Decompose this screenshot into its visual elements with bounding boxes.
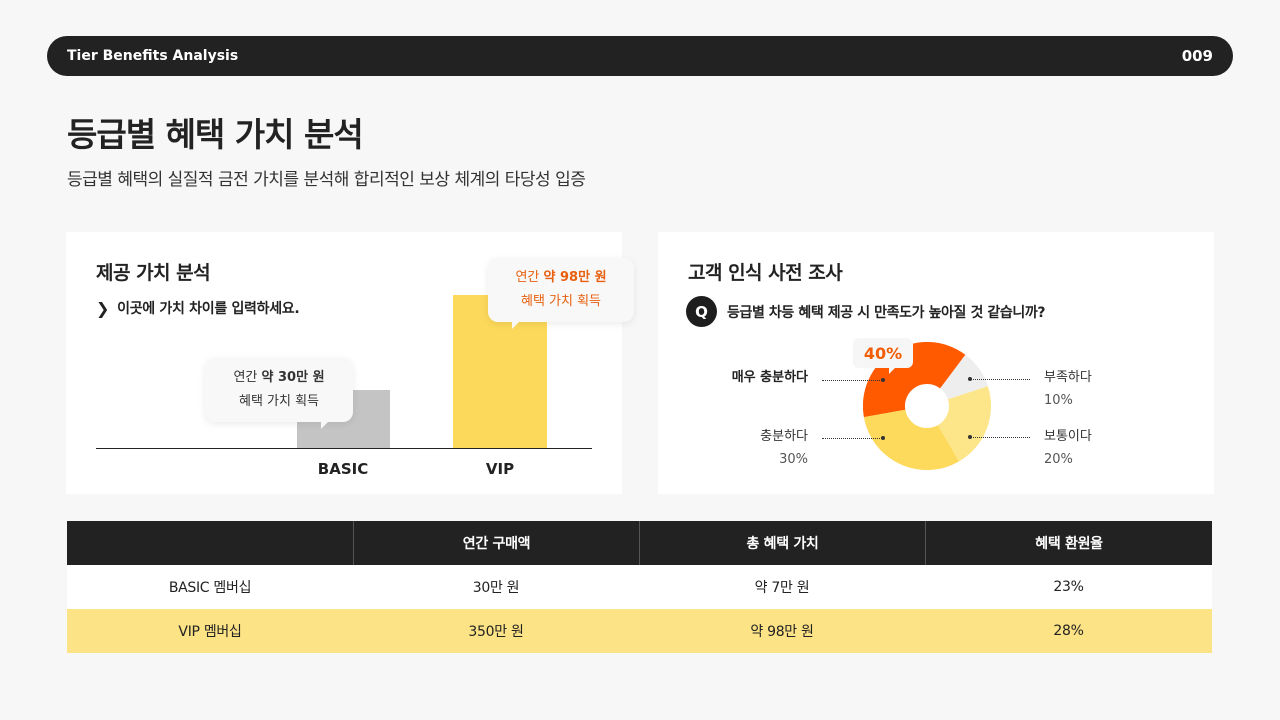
legend-pct: 20% xyxy=(1044,452,1073,467)
leader-dot xyxy=(968,435,972,439)
table-cell: BASIC 멤버십 xyxy=(168,580,252,596)
legend-label: 부족하다 xyxy=(1044,370,1092,385)
legend-label: 매우 충분하다 xyxy=(731,370,808,385)
header-title: Tier Benefits Analysis xyxy=(67,48,239,64)
table-cell: 23% xyxy=(1053,579,1084,595)
leader-line xyxy=(822,438,884,439)
legend-very-sufficient: 매우 충분하다 xyxy=(708,366,808,389)
x-axis xyxy=(96,448,592,449)
table-row: BASIC 멤버십 30만 원 약 7만 원 23% xyxy=(67,565,1212,609)
leader-line xyxy=(970,437,1030,438)
x-label-vip: VIP xyxy=(485,460,515,478)
callout-vip: 연간 약 98만 원 혜택 가치 획득 xyxy=(488,258,634,329)
value-analysis-card: 제공 가치 분석 ❯ 이곳에 가치 차이를 입력하세요. BASIC VIP 연… xyxy=(66,232,634,494)
page-number: 009 xyxy=(1181,47,1213,65)
benefit-table: 연간 구매액 총 혜택 가치 혜택 환원율 BASIC 멤버십 30만 원 약 … xyxy=(67,521,1212,653)
header-cell: 혜택 환원율 xyxy=(925,521,1212,565)
q-badge-icon: Q xyxy=(686,296,717,327)
table-cell: 28% xyxy=(1053,623,1084,639)
chevron-right-icon: ❯ xyxy=(96,298,110,318)
table-cell: 약 98만 원 xyxy=(750,624,814,640)
table-cell: 350만 원 xyxy=(468,624,524,640)
leader-dot xyxy=(881,378,885,382)
question-text: 등급별 차등 혜택 제공 시 만족도가 높아질 것 같습니까? xyxy=(727,304,1046,321)
callout-prefix: 연간 xyxy=(233,370,262,385)
card-title: 제공 가치 분석 xyxy=(96,262,211,284)
header-cell: 연간 구매액 xyxy=(353,521,639,565)
highlight-percent: 40% xyxy=(853,338,913,374)
legend-sufficient: 충분하다 30% xyxy=(708,425,808,471)
callout-line2: 혜택 가치 획득 xyxy=(238,394,320,409)
page-subtitle: 등급별 혜택의 실질적 금전 가치를 분석해 합리적인 보상 체계의 타당성 입… xyxy=(67,170,586,190)
segment-insufficient xyxy=(940,354,988,400)
legend-label: 충분하다 xyxy=(760,429,808,444)
page-title: 등급별 혜택 가치 분석 xyxy=(67,115,364,154)
callout-prefix: 연간 xyxy=(515,270,544,285)
legend-pct: 10% xyxy=(1044,393,1073,408)
hint-label: 이곳에 가치 차이를 입력하세요. xyxy=(117,301,300,317)
question-row: Q 등급별 차등 혜택 제공 시 만족도가 높아질 것 같습니까? xyxy=(686,296,1045,327)
table-header-row: 연간 구매액 총 혜택 가치 혜택 환원율 xyxy=(67,521,1212,565)
legend-normal: 보통이다 20% xyxy=(1044,425,1092,471)
card-title: 고객 인식 사전 조사 xyxy=(688,262,843,284)
leader-dot xyxy=(881,436,885,440)
hint-text: ❯ 이곳에 가치 차이를 입력하세요. xyxy=(96,298,300,318)
table-cell: 30만 원 xyxy=(472,580,520,596)
callout-basic: 연간 약 30만 원 혜택 가치 획득 xyxy=(205,358,353,429)
callout-value: 약 98만 원 xyxy=(543,270,607,285)
header-bar: Tier Benefits Analysis 009 xyxy=(47,36,1233,76)
legend-label: 보통이다 xyxy=(1044,429,1092,444)
table-row: VIP 멤버십 350만 원 약 98만 원 28% xyxy=(67,609,1212,653)
table-cell: VIP 멤버십 xyxy=(178,624,242,640)
legend-insufficient: 부족하다 10% xyxy=(1044,366,1092,412)
leader-line xyxy=(822,380,884,381)
callout-value: 약 30만 원 xyxy=(261,370,325,385)
leader-dot xyxy=(968,377,972,381)
segment-normal xyxy=(938,386,991,462)
x-label-basic: BASIC xyxy=(317,460,369,478)
leader-line xyxy=(970,379,1030,380)
segment-sufficient xyxy=(863,409,959,470)
callout-line2: 혜택 가치 획득 xyxy=(520,294,602,309)
header-cell: 총 혜택 가치 xyxy=(639,521,925,565)
survey-card: 고객 인식 사전 조사 Q 등급별 차등 혜택 제공 시 만족도가 높아질 것 … xyxy=(658,232,1214,494)
header-cell xyxy=(67,521,353,565)
legend-pct: 30% xyxy=(779,452,808,467)
table-cell: 약 7만 원 xyxy=(754,580,810,596)
